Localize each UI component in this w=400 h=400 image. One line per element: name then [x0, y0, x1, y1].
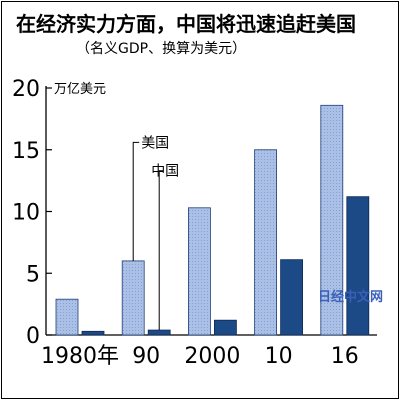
bar-china: [280, 259, 304, 336]
y-tick-label: 0: [26, 324, 40, 349]
x-tick-label: 2000: [184, 344, 240, 369]
y-tick-label: 10: [12, 201, 40, 226]
bar-usa: [121, 260, 145, 336]
bar-usa: [55, 298, 79, 336]
legend-leader-usa: [132, 141, 140, 261]
bar-china: [213, 319, 237, 336]
y-tick-label: 20: [12, 77, 40, 102]
bar-china: [346, 196, 370, 336]
legend-label-usa: 美国: [141, 135, 169, 151]
watermark-logo: 日经中文网: [318, 290, 384, 305]
chart-title: 在经济实力方面，中国将迅速追赶美国: [16, 12, 356, 36]
bar-usa: [187, 207, 211, 336]
bar-usa: [320, 104, 344, 336]
x-tick-label: 16: [331, 344, 359, 369]
bar-china: [147, 329, 171, 336]
y-tick-label: 15: [12, 139, 40, 164]
y-tick-label: 5: [26, 262, 40, 287]
bar-china: [81, 330, 105, 336]
chart-subtitle: （名义GDP、换算为美元）: [76, 41, 247, 57]
x-tick-label: 90: [132, 344, 160, 369]
x-tick-label: 1980年: [41, 344, 119, 369]
legend-label-china: 中国: [151, 164, 179, 180]
legend-leader-china: [158, 170, 164, 331]
bar-usa: [254, 149, 278, 336]
x-tick-label: 10: [265, 344, 293, 369]
y-unit-label: 万亿美元: [54, 82, 106, 97]
